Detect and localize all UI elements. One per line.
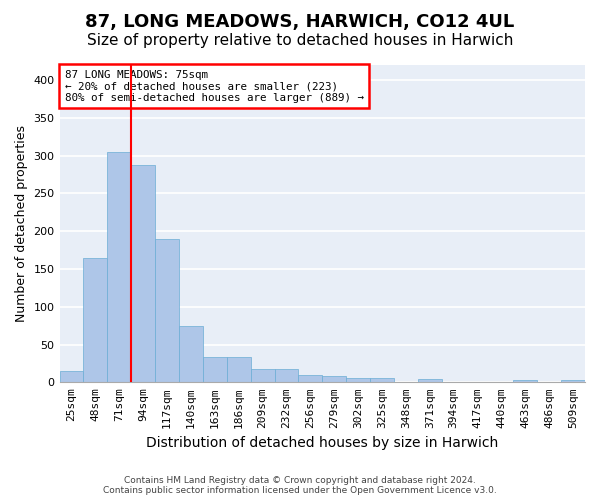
- Bar: [275, 368, 298, 382]
- Bar: [561, 380, 585, 382]
- Bar: [418, 378, 442, 382]
- X-axis label: Distribution of detached houses by size in Harwich: Distribution of detached houses by size …: [146, 436, 499, 450]
- Bar: [370, 378, 394, 382]
- Text: 87 LONG MEADOWS: 75sqm
← 20% of detached houses are smaller (223)
80% of semi-de: 87 LONG MEADOWS: 75sqm ← 20% of detached…: [65, 70, 364, 103]
- Text: 87, LONG MEADOWS, HARWICH, CO12 4UL: 87, LONG MEADOWS, HARWICH, CO12 4UL: [85, 12, 515, 30]
- Bar: [155, 239, 179, 382]
- Bar: [251, 368, 275, 382]
- Bar: [322, 376, 346, 382]
- Text: Contains HM Land Registry data © Crown copyright and database right 2024.
Contai: Contains HM Land Registry data © Crown c…: [103, 476, 497, 495]
- Bar: [227, 358, 251, 382]
- Bar: [107, 152, 131, 382]
- Bar: [131, 166, 155, 382]
- Bar: [203, 358, 227, 382]
- Bar: [346, 378, 370, 382]
- Bar: [298, 375, 322, 382]
- Bar: [83, 258, 107, 382]
- Bar: [514, 380, 537, 382]
- Bar: [59, 371, 83, 382]
- Text: Size of property relative to detached houses in Harwich: Size of property relative to detached ho…: [87, 32, 513, 48]
- Bar: [179, 326, 203, 382]
- Y-axis label: Number of detached properties: Number of detached properties: [15, 125, 28, 322]
